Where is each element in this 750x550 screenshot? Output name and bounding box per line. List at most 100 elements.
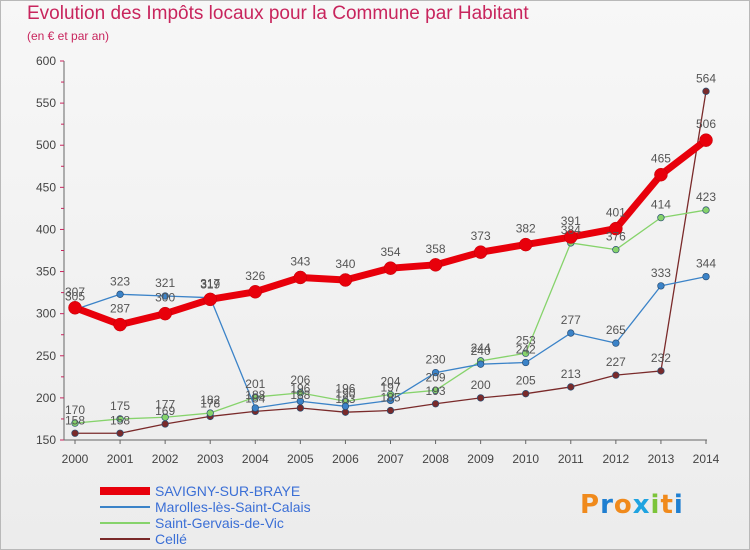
data-label: 564	[696, 71, 716, 85]
chart-subtitle: (en € et par an)	[27, 29, 110, 43]
data-label: 240	[471, 344, 491, 358]
data-label: 376	[606, 230, 626, 244]
data-point	[293, 270, 308, 285]
data-point	[476, 360, 485, 368]
legend-item: SAVIGNY-SUR-BRAYE	[100, 483, 400, 499]
data-label: 230	[426, 353, 446, 367]
data-point	[654, 167, 668, 182]
logo-letter: r	[600, 490, 614, 520]
data-point	[116, 429, 124, 437]
data-point	[522, 349, 530, 357]
data-point	[248, 285, 263, 299]
chart-title: Evolution des Impôts locaux pour la Comm…	[27, 3, 529, 24]
x-tick-label: 2000	[62, 452, 89, 466]
data-point	[428, 258, 443, 272]
data-label: 287	[110, 302, 130, 316]
data-point	[612, 246, 620, 254]
data-label: 340	[335, 257, 355, 271]
data-label: 307	[65, 285, 85, 299]
x-tick-label: 2011	[558, 452, 584, 466]
data-point	[251, 404, 259, 412]
y-tick-label: 400	[36, 222, 56, 236]
x-tick-label: 2005	[287, 452, 314, 466]
data-label: 506	[696, 117, 716, 131]
data-point	[113, 317, 127, 332]
data-label: 177	[155, 397, 175, 411]
data-label: 333	[651, 266, 671, 280]
data-point	[71, 419, 79, 427]
y-tick-label: 200	[36, 391, 56, 405]
data-point	[341, 402, 350, 410]
data-point	[71, 429, 79, 437]
data-label: 244	[471, 341, 491, 355]
data-label: 227	[606, 355, 626, 369]
logo-letter: P	[580, 490, 601, 520]
x-tick-label: 2012	[603, 452, 630, 466]
y-tick-label: 300	[36, 307, 56, 321]
data-point	[158, 306, 172, 321]
data-label: 391	[561, 214, 581, 228]
proxiti-logo: Proxiti	[580, 490, 684, 520]
data-label: 190	[335, 386, 355, 400]
data-label: 206	[290, 373, 310, 387]
x-tick-label: 2001	[107, 452, 134, 466]
data-label: 414	[651, 198, 671, 212]
legend-swatch	[100, 506, 150, 508]
legend-item: Saint-Gervais-de-Vic	[100, 515, 400, 531]
data-point	[702, 87, 710, 95]
data-label: 175	[110, 399, 130, 413]
legend: SAVIGNY-SUR-BRAYE Marolles-lès-Saint-Cala…	[100, 483, 400, 547]
x-tick-label: 2004	[242, 452, 269, 466]
data-label: 178	[200, 396, 220, 410]
data-point	[518, 237, 533, 252]
data-label: 465	[651, 152, 671, 166]
data-label: 188	[245, 388, 265, 402]
data-point	[161, 413, 169, 421]
data-point	[203, 292, 217, 307]
data-label: 382	[516, 222, 536, 236]
data-point	[296, 397, 305, 405]
y-tick-label: 350	[36, 265, 56, 279]
data-label: 170	[65, 403, 85, 417]
data-point	[338, 273, 353, 287]
data-point	[567, 329, 575, 337]
data-point	[431, 368, 440, 377]
series-layer	[68, 87, 713, 437]
data-label: 305	[65, 289, 85, 303]
logo-letter: x	[632, 490, 651, 520]
data-label: 158	[65, 413, 85, 427]
data-label: 373	[471, 229, 491, 243]
data-label: 193	[426, 384, 446, 398]
data-point	[609, 221, 623, 236]
line-chart: 150 200 250 300 350 400 450 500 550 600 2000 2001 20…	[36, 54, 720, 466]
legend-item: Marolles-lès-Saint-Calais	[100, 499, 400, 515]
data-point	[702, 272, 710, 281]
legend-swatch	[100, 487, 150, 495]
legend-item: Cellé	[100, 531, 400, 547]
legend-swatch	[100, 522, 150, 524]
logo-letter: t	[660, 490, 674, 520]
data-label: 185	[380, 391, 400, 405]
data-point	[564, 230, 578, 244]
data-label: 253	[516, 333, 536, 347]
data-point	[116, 415, 124, 423]
x-tick-label: 2002	[152, 452, 179, 466]
data-label: 196	[335, 381, 355, 395]
data-label: 169	[155, 404, 175, 418]
data-point	[476, 394, 485, 402]
data-point	[702, 206, 710, 214]
x-tick-label: 2003	[197, 452, 224, 466]
data-label: 184	[245, 391, 265, 405]
y-tick-label: 500	[36, 138, 56, 152]
data-label: 182	[200, 393, 220, 407]
data-label: 384	[561, 223, 581, 237]
data-label: 201	[245, 377, 265, 391]
data-point	[431, 400, 440, 408]
data-label: 354	[380, 245, 400, 259]
y-tick-label: 150	[36, 433, 56, 447]
data-point	[612, 371, 620, 379]
data-point	[431, 386, 440, 394]
legend-label: Marolles-lès-Saint-Calais	[155, 499, 311, 515]
legend-label: SAVIGNY-SUR-BRAYE	[155, 483, 301, 499]
data-point	[296, 404, 305, 412]
